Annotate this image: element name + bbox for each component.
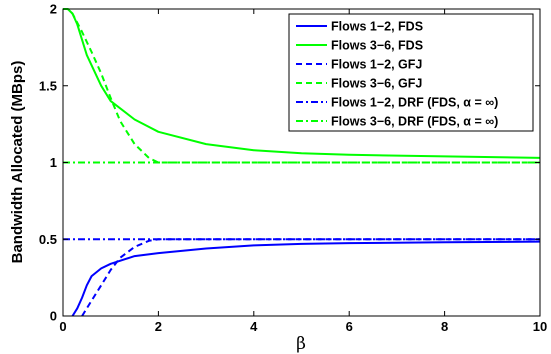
y-axis-title: Bandwidth Allocated (MBps): [9, 61, 26, 264]
x-tick-label: 8: [441, 319, 448, 334]
ticks-layer: [62, 8, 541, 317]
legend-label-3: Flows 1−2, GFJ: [331, 58, 422, 72]
legend-box: [288, 13, 534, 132]
y-tick-label: 0.5: [39, 232, 57, 247]
series-layer: [63, 8, 541, 317]
legend: Flows 1−2, FDS Flows 3−6, FDS Flows 1−2, G…: [288, 13, 534, 132]
x-tick-label: 4: [250, 319, 258, 334]
x-axis-title: β: [296, 334, 306, 354]
y-tick-label: 1: [50, 155, 57, 170]
legend-label-1: Flows 1−2, FDS: [331, 20, 423, 34]
x-tick-labels: 0 2 4 6 8 10: [59, 319, 547, 334]
y-tick-labels: 0 0.5 1 1.5 2: [39, 2, 57, 324]
y-tick-label: 0: [50, 309, 57, 324]
legend-label-4: Flows 3−6, GFJ: [331, 77, 422, 91]
series-line-3: [81, 238, 540, 317]
series-line-1: [71, 240, 541, 317]
y-tick-label: 2: [50, 2, 57, 17]
x-tick-label: 2: [155, 319, 162, 334]
legend-label-2: Flows 3−6, FDS: [331, 39, 423, 53]
x-tick-label: 10: [533, 319, 547, 334]
y-tick-label: 1.5: [39, 78, 57, 93]
legend-label-5: Flows 1−2, DRF (FDS, α = ∞): [331, 96, 498, 110]
legend-label-6: Flows 3−6, DRF (FDS, α = ∞): [331, 115, 498, 129]
x-tick-label: 6: [346, 319, 353, 334]
legend-items: Flows 1−2, FDS Flows 3−6, FDS Flows 1−2, G…: [296, 20, 498, 129]
x-tick-label: 0: [59, 319, 66, 334]
series-line-4: [63, 8, 540, 164]
